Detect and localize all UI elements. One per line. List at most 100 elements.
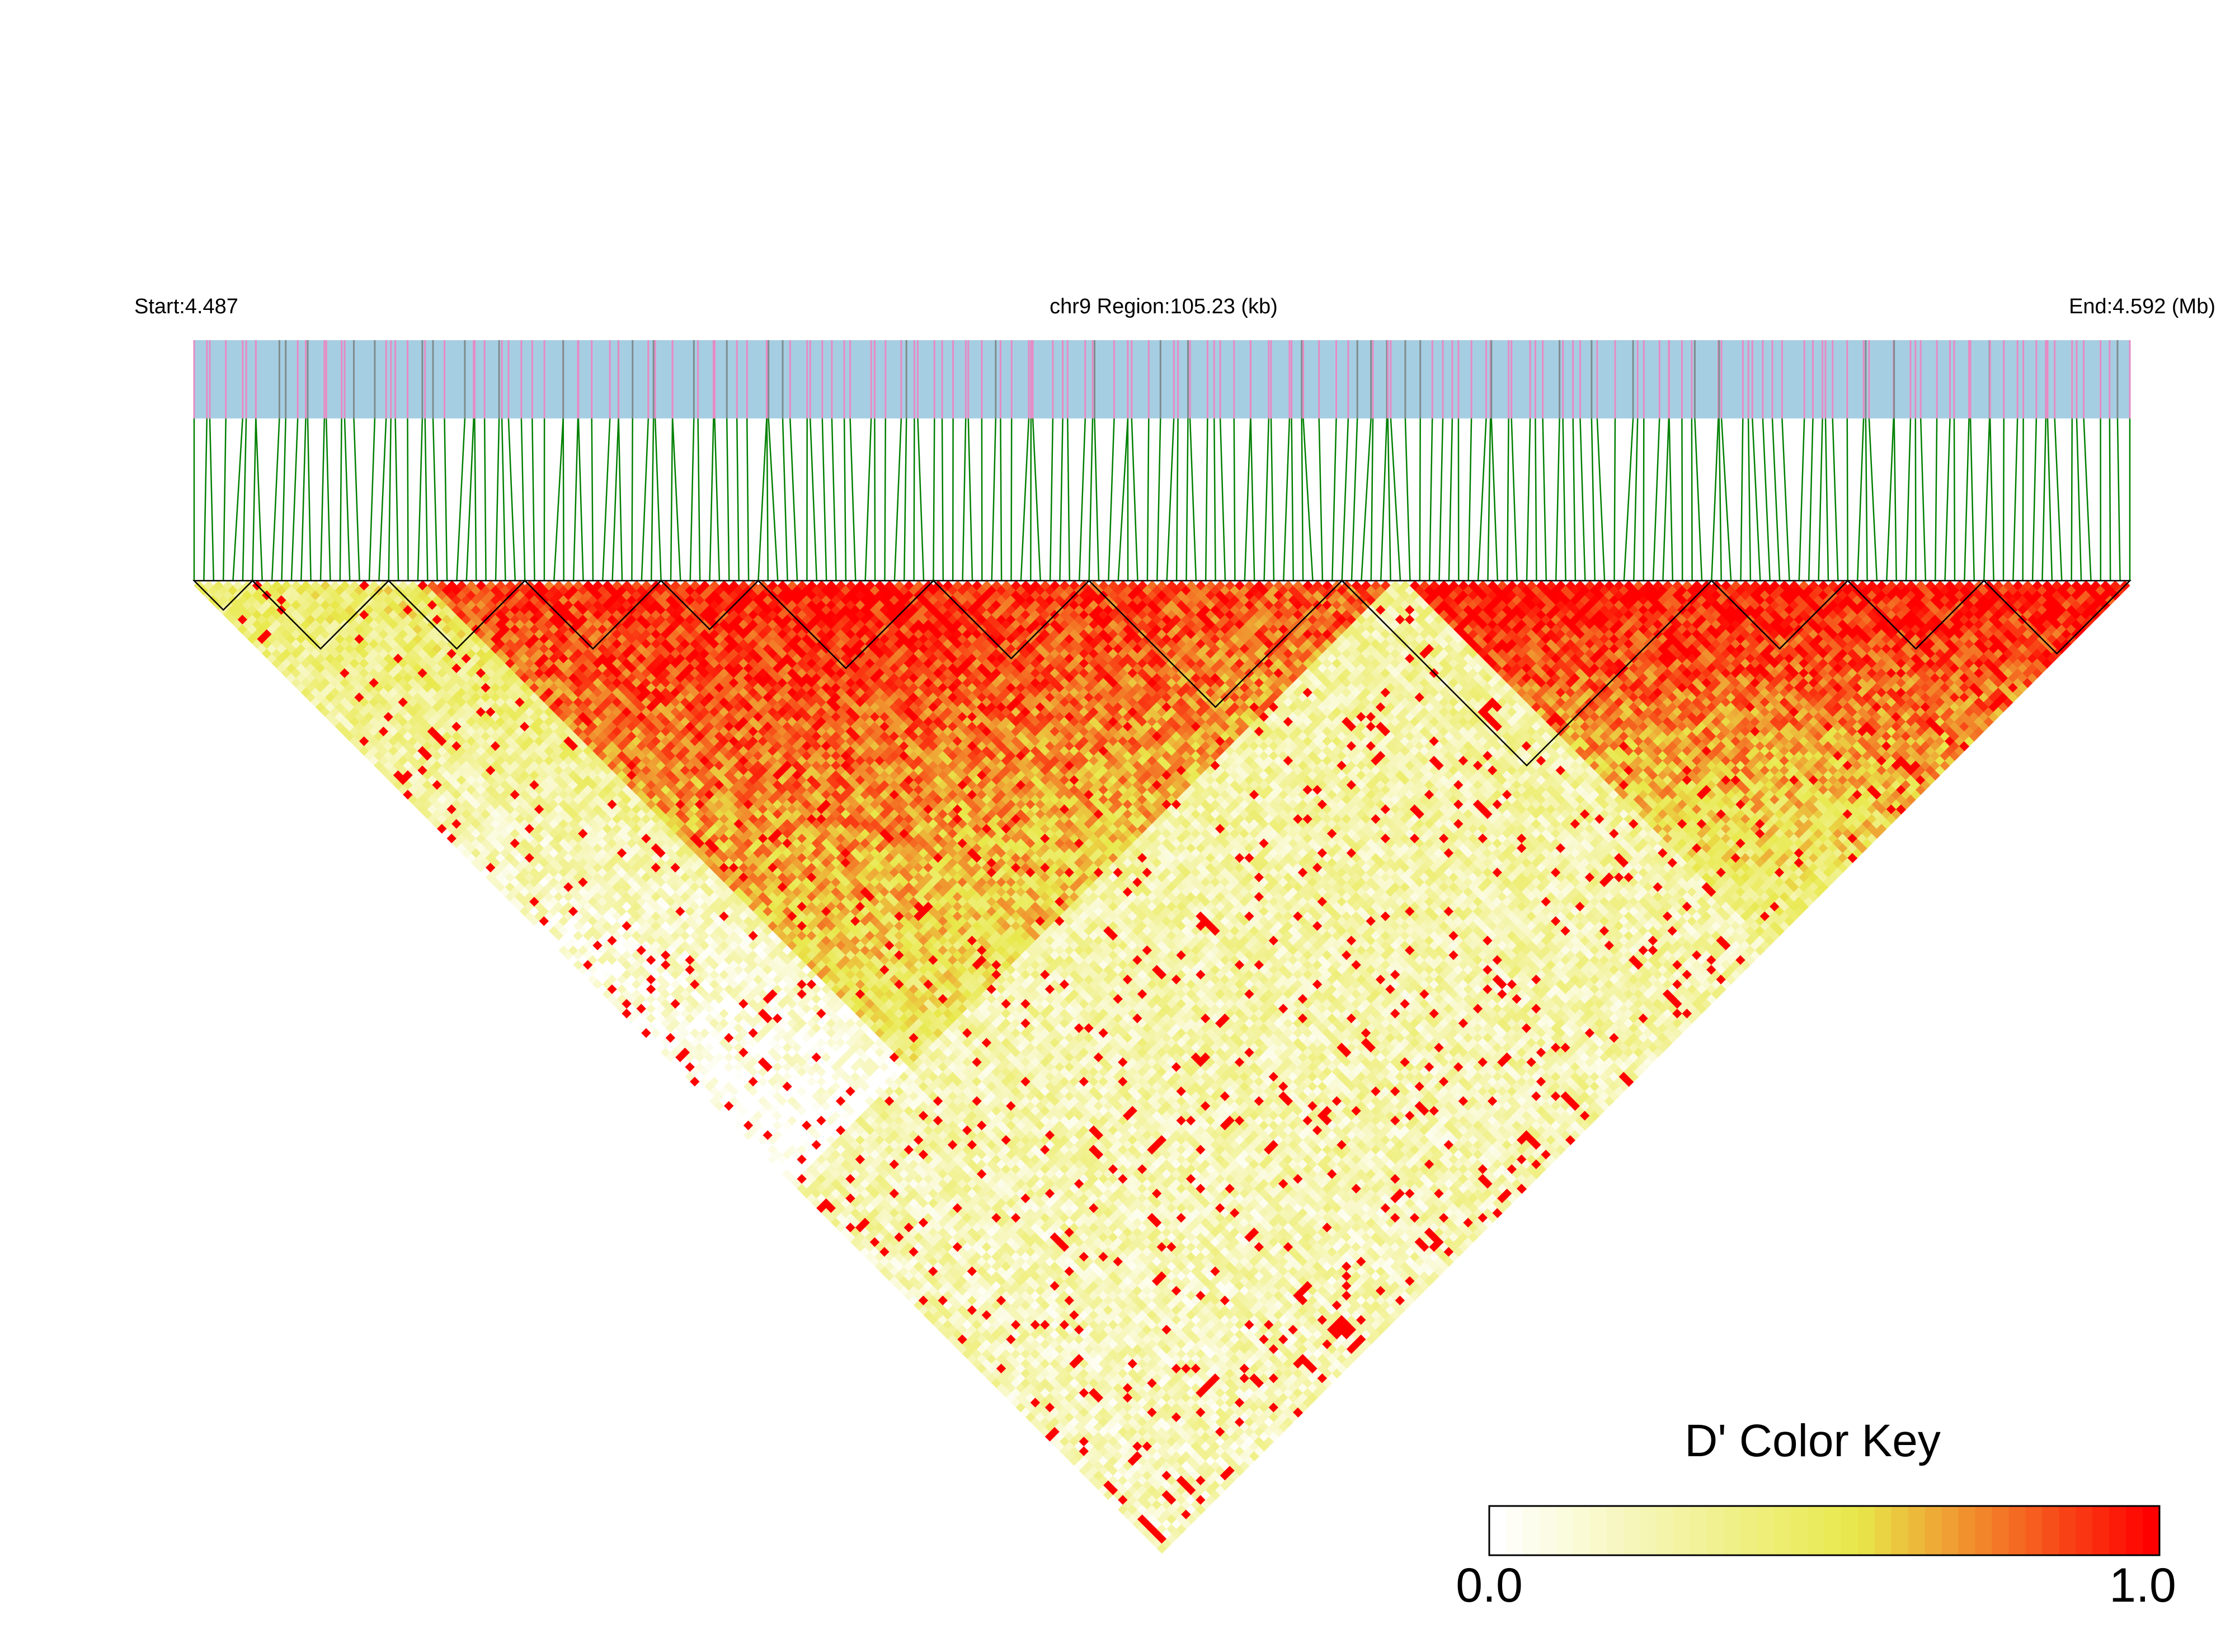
variant-tick bbox=[609, 340, 611, 418]
snp-connector-line bbox=[1283, 418, 1291, 581]
variant-tick bbox=[543, 340, 545, 418]
snp-connector-line bbox=[1185, 418, 1189, 581]
ld-cell bbox=[879, 1246, 890, 1257]
snp-connector-line bbox=[591, 418, 594, 581]
variant-tick bbox=[2116, 340, 2119, 418]
ld-cell bbox=[845, 1183, 856, 1194]
ld-cell bbox=[1084, 1422, 1094, 1432]
ld-cell bbox=[1030, 1397, 1041, 1408]
snp-connector-line bbox=[689, 418, 695, 581]
snp-connector-line bbox=[1380, 418, 1388, 581]
variant-tick bbox=[1084, 340, 1086, 418]
variant-tick bbox=[1335, 340, 1337, 418]
ld-cell bbox=[315, 663, 326, 674]
variant-tick bbox=[1442, 340, 1444, 418]
ld-cell bbox=[860, 1246, 871, 1257]
variant-tick bbox=[900, 340, 902, 418]
ld-cell bbox=[933, 1270, 944, 1282]
ld-cell bbox=[1025, 1363, 1036, 1374]
ld-cell bbox=[826, 1203, 837, 1213]
variant-tick bbox=[2054, 340, 2056, 418]
variant-tick bbox=[421, 340, 424, 418]
variant-tick bbox=[1771, 340, 1773, 418]
snp-connector-line bbox=[1555, 418, 1560, 581]
ld-cell bbox=[1147, 1514, 1158, 1525]
ld-cell bbox=[957, 1324, 968, 1335]
snp-connector-line bbox=[641, 418, 650, 581]
ld-cell bbox=[782, 1159, 793, 1170]
ld-cell bbox=[986, 1334, 997, 1345]
snp-connector-line bbox=[1010, 418, 1013, 581]
snp-connector-line bbox=[252, 418, 257, 581]
variant-tick bbox=[473, 340, 475, 418]
variant-tick bbox=[1219, 340, 1221, 418]
snp-connector-line bbox=[1511, 418, 1518, 581]
ld-cell bbox=[602, 950, 613, 961]
region-end-label: End:4.592 (Mb) bbox=[2069, 295, 2215, 318]
snp-connector-line bbox=[1000, 418, 1003, 581]
variant-tick bbox=[1511, 340, 1513, 418]
variant-tick bbox=[1534, 340, 1536, 418]
variant-tick bbox=[255, 340, 257, 418]
ld-cell bbox=[884, 1261, 895, 1272]
variant-tick bbox=[2046, 340, 2049, 418]
variant-tick bbox=[2076, 340, 2078, 418]
ld-cell bbox=[602, 959, 613, 971]
ld-cell bbox=[1040, 1397, 1051, 1408]
ld-cell bbox=[797, 1183, 807, 1194]
variant-tick bbox=[1010, 340, 1013, 418]
variant-tick bbox=[464, 340, 466, 418]
snp-connector-line bbox=[1156, 418, 1161, 581]
variant-tick bbox=[1390, 340, 1392, 418]
ld-cell bbox=[996, 1363, 1007, 1374]
variant-tick bbox=[1147, 340, 1150, 418]
ld-cell bbox=[909, 1246, 919, 1257]
ld-cell bbox=[1010, 1397, 1022, 1408]
ld-cell bbox=[952, 1310, 963, 1320]
ld-cell bbox=[1147, 1485, 1158, 1495]
snp-connector-line bbox=[654, 418, 662, 581]
snp-connector-line bbox=[746, 418, 750, 581]
ld-cell bbox=[262, 638, 272, 649]
snp-connector-line bbox=[1662, 418, 1670, 581]
snp-connector-line bbox=[325, 418, 331, 581]
variant-tick bbox=[444, 340, 445, 418]
variant-tick bbox=[209, 340, 211, 418]
ld-cell bbox=[1132, 1499, 1143, 1510]
ld-cell bbox=[300, 638, 312, 649]
snp-connector-line bbox=[2031, 418, 2038, 581]
variant-tick bbox=[1431, 340, 1433, 418]
ld-cell bbox=[1084, 1460, 1094, 1471]
snp-connector-line bbox=[671, 418, 681, 581]
snp-connector-line bbox=[1856, 418, 1865, 581]
snp-connector-line bbox=[1893, 418, 1897, 581]
snp-connector-line bbox=[2054, 418, 2063, 581]
snp-connector-line bbox=[1562, 418, 1566, 581]
ld-cell bbox=[529, 916, 540, 926]
variant-tick bbox=[1451, 340, 1453, 418]
variant-tick bbox=[1718, 340, 1720, 418]
ld-cell bbox=[1074, 1460, 1085, 1471]
snp-connector-lines bbox=[193, 418, 2131, 581]
snp-connector-line bbox=[1865, 418, 1868, 581]
ld-cell bbox=[1050, 1416, 1060, 1428]
snp-connector-line bbox=[618, 418, 623, 581]
snp-connector-line bbox=[2002, 418, 2005, 581]
snp-connector-line bbox=[1832, 418, 1839, 581]
snp-connector-line bbox=[1740, 418, 1744, 581]
variant-tick bbox=[325, 340, 327, 418]
ld-cell bbox=[1050, 1407, 1060, 1418]
variant-tick bbox=[2022, 340, 2025, 418]
ld-cell bbox=[378, 707, 389, 717]
ld-cell bbox=[811, 1149, 822, 1160]
snp-connector-line bbox=[1771, 418, 1781, 581]
variant-tick bbox=[671, 340, 674, 418]
ld-cell bbox=[553, 901, 564, 912]
ld-cell bbox=[943, 1300, 953, 1311]
variant-tick bbox=[1989, 340, 1991, 418]
snp-connector-line bbox=[232, 418, 243, 581]
variant-tick bbox=[618, 340, 620, 418]
snp-connector-line bbox=[2046, 418, 2053, 581]
variant-tick bbox=[1893, 340, 1895, 418]
snp-connector-line bbox=[913, 418, 915, 581]
